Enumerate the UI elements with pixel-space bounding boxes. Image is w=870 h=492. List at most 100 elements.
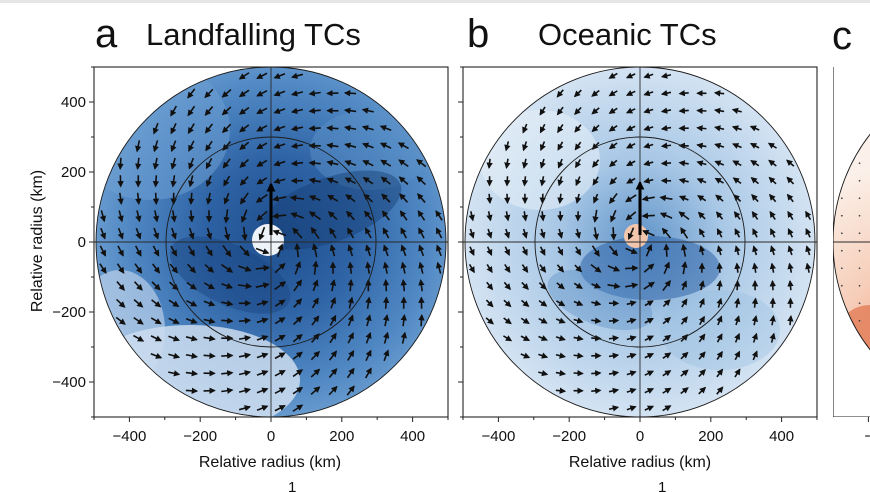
wind-vector [400, 279, 407, 292]
wind-vector [327, 211, 338, 221]
wind-vector [418, 244, 425, 257]
wind-vector [663, 261, 670, 275]
panel-b-letter: b [467, 12, 490, 56]
wind-vector [399, 193, 409, 203]
wind-vector [716, 262, 723, 273]
wind-vector [418, 279, 425, 292]
wind-vector [116, 298, 126, 308]
wind-vector [643, 72, 654, 79]
wind-vector [256, 72, 268, 79]
wind-vector [151, 299, 162, 308]
wind-vector [221, 370, 234, 377]
panel-a-ticks: −400 −200 0 200 400 −400 −200 0 200 400 [52, 66, 449, 445]
wind-vector [308, 125, 321, 132]
wind-vector [716, 297, 723, 308]
wind-vector [644, 405, 655, 412]
wind-vector [380, 176, 391, 185]
wind-vector [573, 300, 584, 306]
wind-vector [382, 296, 390, 309]
wind-vector [365, 314, 372, 327]
wind-vector-dot [840, 162, 843, 165]
wind-vector [503, 335, 513, 342]
wind-vector [573, 352, 584, 359]
wind-vector [221, 317, 234, 324]
wind-vector-dot [858, 197, 861, 200]
wind-vector [556, 89, 564, 98]
wind-vector [643, 107, 654, 114]
wind-vector [627, 227, 635, 240]
wind-vector [696, 107, 707, 114]
wind-vector [347, 349, 355, 361]
wind-vector [238, 387, 252, 394]
wind-vector [152, 140, 159, 153]
x-tick-label: 400 [400, 428, 425, 445]
wind-vector [486, 246, 493, 256]
wind-vector [593, 193, 599, 204]
wind-vector [503, 317, 512, 325]
wind-vector [733, 211, 741, 220]
wind-vector [382, 227, 390, 239]
wind-vector [168, 370, 181, 377]
wind-vector-dot [840, 232, 843, 235]
wind-vector [787, 262, 794, 273]
wind-vector [290, 212, 304, 219]
wind-vector [574, 124, 582, 133]
wind-vector [238, 72, 250, 80]
wind-vector [238, 352, 252, 359]
wind-vector [625, 265, 639, 272]
wind-vector [117, 192, 124, 205]
wind-vector [273, 107, 286, 114]
wind-vector [293, 279, 302, 292]
wind-vector [170, 175, 177, 188]
wind-vector [574, 246, 581, 256]
wind-vector [644, 370, 655, 377]
wind-vector [170, 245, 178, 257]
wind-vector [274, 405, 286, 412]
wind-vector [486, 281, 494, 291]
wind-vector [343, 125, 357, 132]
wind-vector [573, 317, 584, 324]
wind-vector [610, 227, 617, 241]
wind-vector [311, 315, 320, 326]
wind-vector [220, 263, 234, 273]
wind-vector [555, 387, 567, 394]
wind-vector [187, 245, 195, 257]
wind-vector [223, 192, 230, 205]
wind-vector [398, 176, 409, 185]
wind-vector [768, 176, 777, 185]
wind-vector [696, 142, 707, 150]
wind-vector [186, 281, 197, 290]
wind-vector [680, 243, 688, 257]
wind-vector [468, 211, 475, 222]
x-tick-label: 200 [329, 428, 354, 445]
wind-vector [133, 316, 144, 325]
wind-vector [204, 88, 214, 99]
wind-vector [575, 193, 582, 204]
wind-vector [768, 159, 777, 167]
x-tick-label: −200 [183, 428, 217, 445]
wind-vector [187, 123, 195, 135]
wind-vector [696, 125, 707, 132]
wind-vector [591, 245, 600, 257]
wind-vector [555, 352, 566, 359]
wind-vector [153, 227, 160, 240]
wind-vector [575, 158, 582, 169]
wind-vector [557, 141, 564, 151]
wind-vector [308, 90, 321, 97]
wind-vector [170, 122, 177, 135]
wind-vector [238, 405, 251, 412]
wind-vector [274, 369, 286, 377]
wind-vector [346, 210, 355, 221]
wind-vector [662, 279, 671, 292]
wind-vector [273, 160, 286, 167]
wind-vector [680, 227, 689, 239]
wind-vector [186, 299, 198, 307]
wind-vector [698, 297, 705, 308]
wind-vector [698, 280, 705, 291]
x-tick-label: −40 [864, 428, 870, 445]
wind-vector [787, 279, 794, 291]
wind-vector-dot [858, 407, 861, 410]
wind-vector [643, 160, 654, 167]
wind-vector [591, 370, 602, 377]
wind-vector [468, 228, 475, 239]
